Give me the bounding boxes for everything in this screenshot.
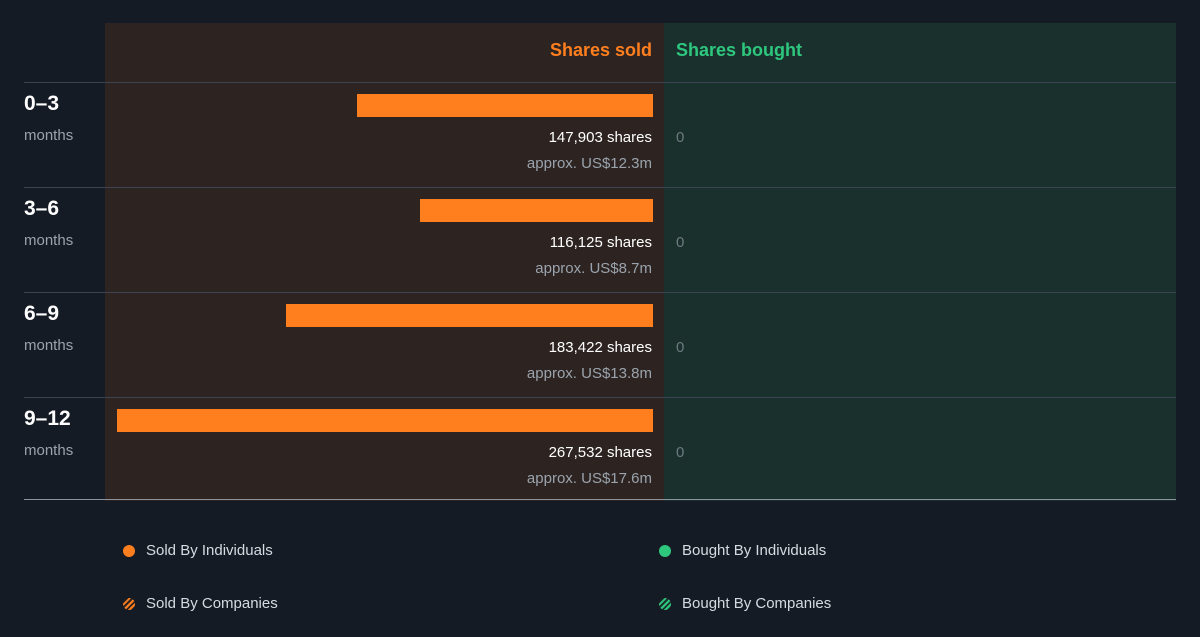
period-row: 9–12 months 267,532 shares approx. US$17.6m… bbox=[0, 398, 1200, 503]
period-unit-label: months bbox=[24, 442, 74, 459]
shares-bought-label: 0 bbox=[676, 339, 685, 356]
shares-sold-bar bbox=[117, 409, 653, 432]
period-label: 0–3 bbox=[24, 92, 60, 115]
period-row: 0–3 months 147,903 shares approx. US$12.3m 0 bbox=[0, 83, 1200, 188]
shares-bought-header: Shares bought bbox=[676, 40, 803, 60]
period-unit-label: months bbox=[24, 127, 74, 144]
legend-striped-marker-icon bbox=[123, 598, 135, 610]
row-divider bbox=[24, 187, 1176, 188]
row-divider bbox=[24, 397, 1176, 398]
header-divider bbox=[24, 82, 1176, 83]
row-divider bbox=[24, 292, 1176, 293]
shares-sold-bar bbox=[357, 94, 653, 117]
shares-bought-label: 0 bbox=[676, 444, 685, 461]
sold-value-label: approx. US$13.8m bbox=[526, 365, 652, 382]
period-label: 3–6 bbox=[24, 197, 60, 220]
legend-label: Bought By Individuals bbox=[682, 542, 827, 559]
sold-value-label: approx. US$8.7m bbox=[535, 260, 652, 277]
shares-bought-panel bbox=[664, 23, 1176, 501]
baseline-divider bbox=[24, 499, 1176, 500]
period-row: 6–9 months 183,422 shares approx. US$13.8m 0 bbox=[0, 293, 1200, 398]
shares-sold-label: 147,903 shares bbox=[548, 129, 652, 146]
legend-label: Sold By Individuals bbox=[146, 542, 273, 559]
shares-bought-label: 0 bbox=[676, 234, 685, 251]
shares-bought-label: 0 bbox=[676, 129, 685, 146]
sold-value-label: approx. US$12.3m bbox=[526, 155, 652, 172]
legend-striped-marker-icon bbox=[659, 598, 671, 610]
period-unit-label: months bbox=[24, 337, 74, 354]
period-label: 6–9 bbox=[24, 302, 60, 325]
chart-area: Shares sold Shares bought 0–3 months 147,9… bbox=[0, 23, 1200, 503]
shares-sold-label: 183,422 shares bbox=[548, 339, 652, 356]
period-label: 9–12 bbox=[24, 407, 71, 430]
legend-label: Bought By Companies bbox=[682, 595, 832, 612]
shares-sold-bar bbox=[420, 199, 653, 222]
shares-sold-label: 267,532 shares bbox=[548, 444, 652, 461]
shares-sold-label: 116,125 shares bbox=[549, 234, 652, 251]
legend-dot-icon bbox=[659, 545, 671, 557]
period-row: 3–6 months 116,125 shares approx. US$8.7m 0 bbox=[0, 188, 1200, 293]
shares-sold-bar bbox=[286, 304, 653, 327]
period-unit-label: months bbox=[24, 232, 74, 249]
legend-dot-icon bbox=[123, 545, 135, 557]
sold-value-label: approx. US$17.6m bbox=[526, 470, 652, 487]
legend-label: Sold By Companies bbox=[146, 595, 278, 612]
shares-sold-header: Shares sold bbox=[549, 40, 652, 60]
